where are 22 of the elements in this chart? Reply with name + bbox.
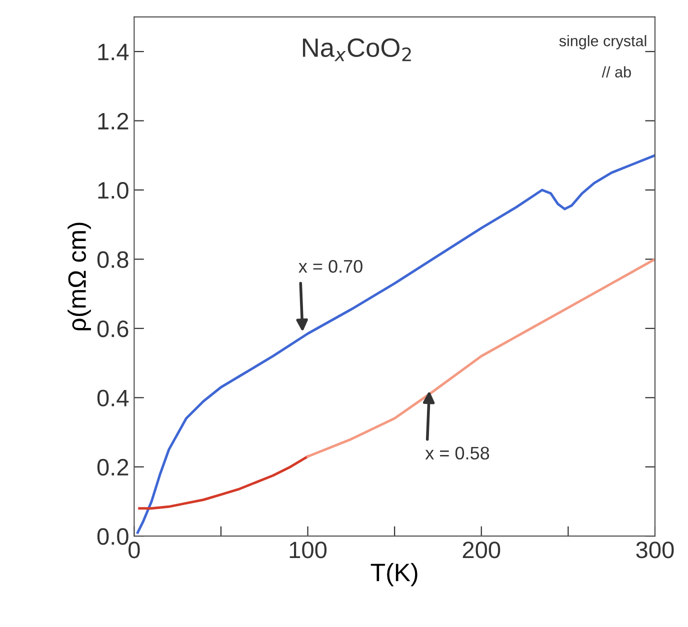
annotation: single crystal [559,35,646,50]
x-axis-title: T(K) [370,562,418,586]
line-series [136,154,655,534]
line-series [138,455,310,510]
annotation: // ab [602,66,631,78]
y-tick-label: 1.0 [98,182,128,199]
annotation: x = 0.58 [425,446,490,460]
y-tick-label: 1.2 [98,112,128,130]
x-tick-label: 100 [290,542,327,558]
y-tick-label: 0.6 [97,320,128,338]
annotation: Na$_{x}$CoO$_{2}$ [302,38,411,62]
line-series [306,258,655,458]
y-tick-label: 0.2 [97,458,128,476]
x-tick-label: 300 [636,542,674,558]
y-tick-label: 0.4 [97,390,129,406]
y-tick-label: 0.8 [97,251,128,268]
y-axis-title: ρ(mΩ cm) [68,222,91,330]
y-tick-label: 0.0 [97,528,128,545]
y-tick-label: 1.4 [98,44,129,60]
x-tick-label: 0 [128,542,140,558]
annotation: x = 0.70 [298,260,362,273]
x-tick-label: 200 [462,542,500,558]
